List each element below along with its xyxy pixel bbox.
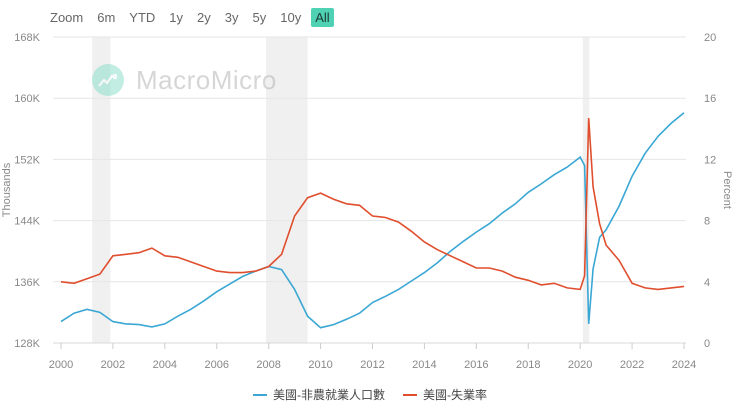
y-left-tick-label: 168K [14, 32, 40, 44]
watermark-text: MacroMicro [136, 64, 277, 95]
y-left-tick-label: 128K [14, 338, 40, 350]
x-tick-label: 2020 [568, 359, 592, 371]
range-6m-button[interactable]: 6m [97, 9, 116, 25]
legend-swatch-unemployment [403, 393, 417, 396]
y-right-tick-label: 12 [704, 154, 716, 166]
legend: 美國-非農就業人口數 美國-失業率 [0, 386, 740, 403]
legend-item-unemployment[interactable]: 美國-失業率 [403, 386, 487, 403]
legend-label-nfp: 美國-非農就業人口數 [273, 388, 385, 402]
range-10y-button[interactable]: 10y [280, 9, 302, 25]
y-right-tick-label: 4 [704, 277, 710, 289]
range-ytd-button[interactable]: YTD [129, 9, 156, 25]
watermark: MacroMicro [92, 64, 277, 96]
legend-item-nfp[interactable]: 美國-非農就業人口數 [253, 386, 385, 403]
y-axis-right-title: Percent [721, 171, 733, 209]
y-left-tick-label: 160K [14, 93, 40, 105]
x-tick-label: 2004 [153, 359, 177, 371]
x-tick-label: 2000 [49, 359, 73, 371]
x-axis: 2000 2002 2004 2006 2008 2010 2012 2014 2016 2018… [49, 342, 696, 371]
x-tick-label: 2010 [308, 359, 332, 371]
y-axis-left-title: Thousands [1, 162, 13, 217]
series-line-nfp[interactable] [60, 112, 685, 329]
x-tick-label: 2012 [360, 359, 384, 371]
y-left-tick-label: 144K [14, 216, 40, 228]
y-right-tick-label: 20 [704, 32, 716, 44]
range-all-button[interactable]: All [311, 7, 334, 27]
range-2y-button[interactable]: 2y [197, 9, 211, 25]
x-tick-label: 2016 [464, 359, 488, 371]
x-tick-label: 2006 [205, 359, 229, 371]
y-right-tick-label: 16 [704, 93, 716, 105]
range-1y-button[interactable]: 1y [169, 9, 184, 25]
x-tick-label: 2024 [672, 359, 696, 371]
chart-trend-icon [92, 64, 124, 96]
y-right-tick-label: 8 [704, 216, 710, 228]
range-5y-button[interactable]: 5y [252, 9, 267, 25]
recession-band [266, 37, 308, 343]
y-axis-left: 128K 136K 144K 152K 160K 168K [14, 32, 40, 350]
y-axis-right: 0 4 8 12 16 20 [704, 32, 716, 350]
x-tick-label: 2008 [256, 359, 280, 371]
x-tick-label: 2014 [412, 359, 436, 371]
x-tick-label: 2018 [516, 359, 540, 371]
y-left-tick-label: 136K [14, 277, 40, 289]
x-tick-label: 2022 [620, 359, 644, 371]
series-line-unemployment[interactable] [60, 118, 685, 291]
zoom-label: Zoom [50, 9, 84, 25]
y-right-tick-label: 0 [704, 338, 710, 350]
range-selector: Zoom 6m YTD 1y 2y 3y 5y 10y All [50, 6, 340, 28]
y-left-tick-label: 152K [14, 154, 40, 166]
legend-label-unemployment: 美國-失業率 [423, 388, 487, 402]
x-tick-label: 2002 [101, 359, 125, 371]
range-3y-button[interactable]: 3y [224, 9, 239, 25]
legend-swatch-nfp [253, 393, 267, 396]
